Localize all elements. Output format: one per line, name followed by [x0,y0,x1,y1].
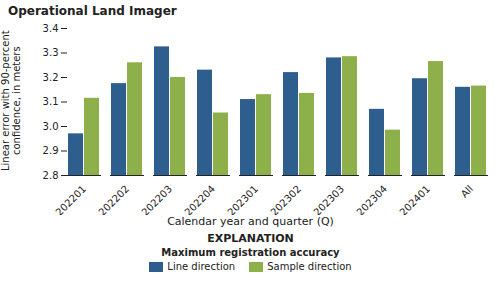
svg-text:3.1: 3.1 [43,96,59,107]
html-text:Line direction: Line direction [167,261,236,272]
svg-text:202304: 202304 [354,183,389,215]
svg-text:2.8: 2.8 [43,170,59,181]
svg-text:2.9: 2.9 [43,145,59,156]
html-text:EXPLANATION: EXPLANATION [207,232,294,245]
svg-text:202204: 202204 [182,183,217,215]
html-text:Operational Land Imager: Operational Land Imager [8,4,177,18]
svg-text:202303: 202303 [311,183,346,215]
svg-text:All: All [459,183,476,200]
html-text:Linear error with 90-percent c: Linear error with 90-percent confidence,… [0,30,22,172]
svg-text:202202: 202202 [96,183,131,215]
html-text:Calendar year and quarter (Q): Calendar year and quarter (Q) [167,215,334,228]
html-text:Sample direction: Sample direction [267,261,352,272]
svg-text:202401: 202401 [397,183,432,215]
svg-text:202302: 202302 [268,183,303,215]
svg-text:202301: 202301 [225,183,260,215]
svg-text:3.4: 3.4 [43,23,59,34]
svg-text:3.0: 3.0 [43,121,59,132]
svg-text:3.3: 3.3 [43,47,59,58]
svg-text:3.2: 3.2 [43,72,59,83]
svg-text:202201: 202201 [53,183,88,215]
svg-text:202203: 202203 [139,183,174,215]
html-text:Maximum registration accuracy: Maximum registration accuracy [161,247,340,258]
